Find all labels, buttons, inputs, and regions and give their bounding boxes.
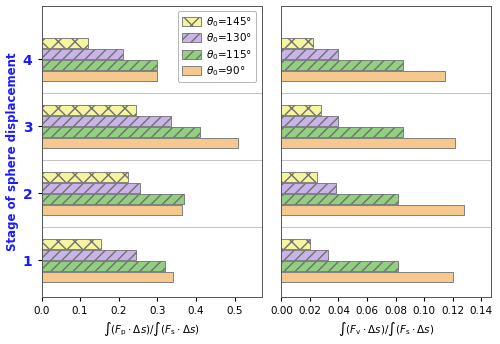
Bar (282, 261, 399, 271)
Bar (42, 116, 171, 126)
Bar (42, 183, 140, 193)
Bar (42, 105, 136, 115)
Bar (282, 172, 317, 182)
X-axis label: $\int(F_{\rm v}\cdot\Delta s)/\int(F_{\rm s}\cdot\Delta s)$: $\int(F_{\rm v}\cdot\Delta s)/\int(F_{\r… (338, 321, 434, 338)
Bar (42, 60, 158, 70)
Bar (42, 127, 200, 137)
Bar (282, 49, 339, 59)
Bar (282, 183, 336, 193)
Bar (42, 194, 184, 204)
Bar (42, 261, 165, 271)
X-axis label: $\int(F_{\rm p}\cdot\Delta s)/\int(F_{\rm s}\cdot\Delta s)$: $\int(F_{\rm p}\cdot\Delta s)/\int(F_{\r… (103, 321, 200, 338)
Bar (282, 127, 403, 137)
Legend: $\theta_0$=145°, $\theta_0$=130°, $\theta_0$=115°, $\theta_0$=90°: $\theta_0$=145°, $\theta_0$=130°, $\thet… (178, 11, 256, 82)
Bar (282, 71, 446, 81)
Bar (282, 194, 399, 204)
Y-axis label: Stage of sphere displacement: Stage of sphere displacement (6, 52, 18, 251)
Bar (42, 250, 136, 260)
Bar (282, 105, 322, 115)
Bar (282, 60, 403, 70)
Bar (42, 272, 173, 282)
Bar (42, 138, 238, 148)
Bar (42, 49, 122, 59)
Bar (42, 37, 88, 47)
Bar (282, 272, 452, 282)
Bar (282, 239, 310, 249)
Bar (42, 205, 182, 215)
Bar (42, 71, 158, 81)
Bar (42, 239, 102, 249)
Bar (282, 250, 329, 260)
Bar (282, 205, 464, 215)
Bar (282, 138, 456, 148)
Bar (42, 172, 128, 182)
Bar (282, 116, 339, 126)
Bar (282, 37, 313, 47)
